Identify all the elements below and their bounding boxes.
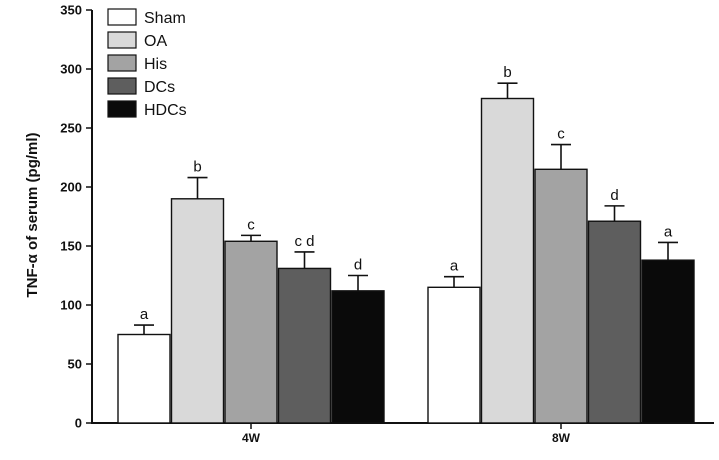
y-tick-label: 250 — [60, 121, 82, 136]
legend-label-dcs: DCs — [144, 79, 175, 96]
y-axis-title: TNF-α of serum (pg/ml) — [24, 132, 41, 297]
significance-label: a — [664, 223, 673, 240]
y-tick-label: 100 — [60, 298, 82, 313]
bar-sham-8w — [427, 286, 481, 424]
bar-hdcs-4w — [331, 290, 385, 424]
legend-swatch-hdcs — [107, 100, 137, 118]
bar-oa-4w — [170, 198, 225, 424]
y-tick-label: 150 — [60, 239, 82, 254]
bar-groups: a b c c d d a b c d a — [117, 64, 695, 424]
y-tick-label: 50 — [68, 357, 82, 372]
legend-swatch-oa — [107, 31, 137, 49]
significance-label: a — [450, 258, 459, 275]
y-axis-ticks: 0 50 100 150 200 250 300 350 — [60, 3, 92, 431]
legend: Sham OA His DCs HDCs — [107, 8, 187, 119]
x-category-label: 8W — [552, 431, 571, 445]
significance-label: b — [193, 159, 201, 176]
legend-label-his: His — [144, 56, 167, 73]
significance-label: a — [140, 306, 149, 323]
significance-label: d — [354, 257, 362, 274]
bar-dcs-8w — [587, 220, 642, 424]
bar-his-4w — [224, 240, 278, 424]
significance-label: c d — [294, 233, 314, 250]
bar-hdcs-8w — [641, 259, 695, 424]
y-tick-label: 300 — [60, 62, 82, 77]
y-tick-label: 0 — [75, 416, 82, 431]
x-category-label: 4W — [242, 431, 261, 445]
legend-label-oa: OA — [144, 33, 167, 50]
significance-label: d — [610, 187, 618, 204]
legend-swatch-dcs — [107, 77, 137, 95]
bar-sham-4w — [117, 333, 171, 424]
legend-label-hdcs: HDCs — [144, 102, 187, 119]
legend-swatch-sham — [107, 8, 137, 26]
significance-label: b — [503, 64, 511, 81]
y-tick-label: 200 — [60, 180, 82, 195]
y-tick-label: 350 — [60, 3, 82, 18]
bar-dcs-4w — [277, 267, 332, 424]
legend-swatch-his — [107, 54, 137, 72]
legend-label-sham: Sham — [144, 10, 186, 27]
category-labels: 4W 8W — [242, 423, 571, 445]
significance-label: c — [557, 126, 565, 143]
bar-his-8w — [534, 168, 588, 424]
bar-oa-8w — [480, 97, 535, 424]
significance-label: c — [247, 216, 255, 233]
